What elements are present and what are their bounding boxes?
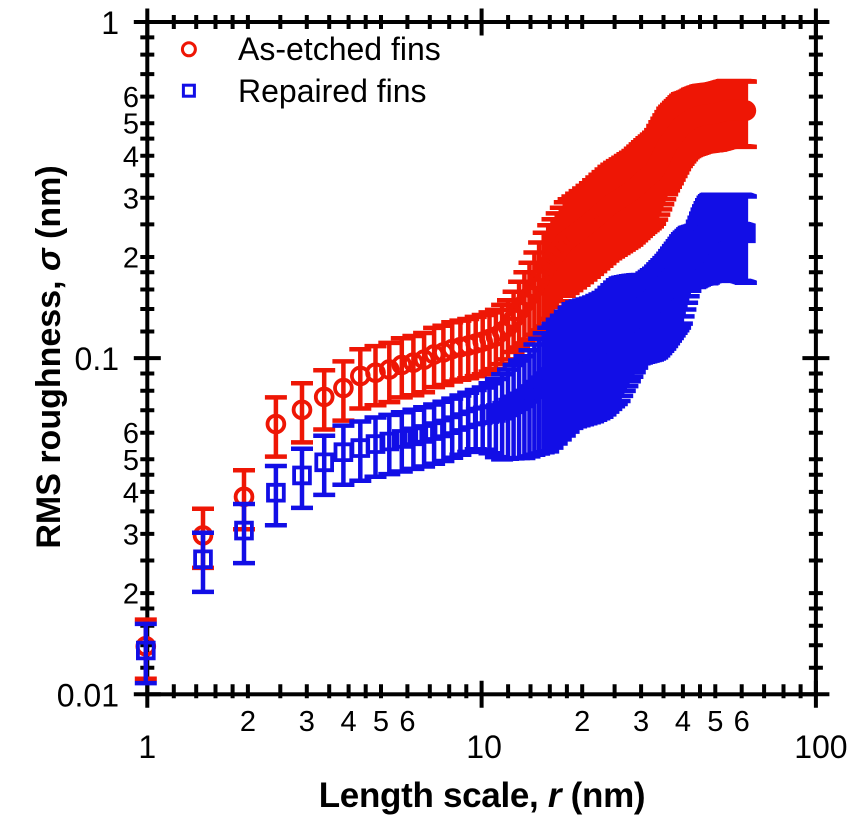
svg-text:2: 2 (123, 579, 139, 611)
svg-text:6: 6 (123, 418, 139, 450)
svg-text:3: 3 (123, 519, 139, 551)
svg-text:3: 3 (299, 706, 315, 738)
svg-text:2: 2 (123, 243, 139, 275)
svg-text:5: 5 (123, 445, 139, 477)
svg-text:4: 4 (341, 706, 357, 738)
svg-text:2: 2 (574, 706, 590, 738)
svg-text:4: 4 (675, 706, 691, 738)
svg-text:RMS roughness, σ (nm): RMS roughness, σ (nm) (30, 165, 68, 548)
svg-text:5: 5 (123, 109, 139, 141)
svg-text:5: 5 (373, 706, 389, 738)
svg-text:1: 1 (138, 729, 156, 765)
svg-text:0.01: 0.01 (57, 677, 119, 713)
svg-text:6: 6 (123, 82, 139, 114)
svg-text:1: 1 (101, 5, 119, 41)
svg-text:2: 2 (240, 706, 256, 738)
svg-text:3: 3 (123, 183, 139, 215)
svg-text:10: 10 (466, 729, 502, 765)
svg-text:As-etched fins: As-etched fins (238, 31, 441, 67)
svg-text:6: 6 (734, 706, 750, 738)
svg-text:4: 4 (123, 477, 139, 509)
svg-text:6: 6 (399, 706, 415, 738)
svg-text:Repaired fins: Repaired fins (238, 73, 427, 109)
svg-text:4: 4 (123, 141, 139, 173)
svg-text:0.1: 0.1 (75, 341, 119, 377)
svg-text:5: 5 (707, 706, 723, 738)
svg-text:100: 100 (794, 729, 847, 765)
svg-text:3: 3 (633, 706, 649, 738)
svg-text:Length scale, r (nm): Length scale, r (nm) (319, 776, 646, 815)
